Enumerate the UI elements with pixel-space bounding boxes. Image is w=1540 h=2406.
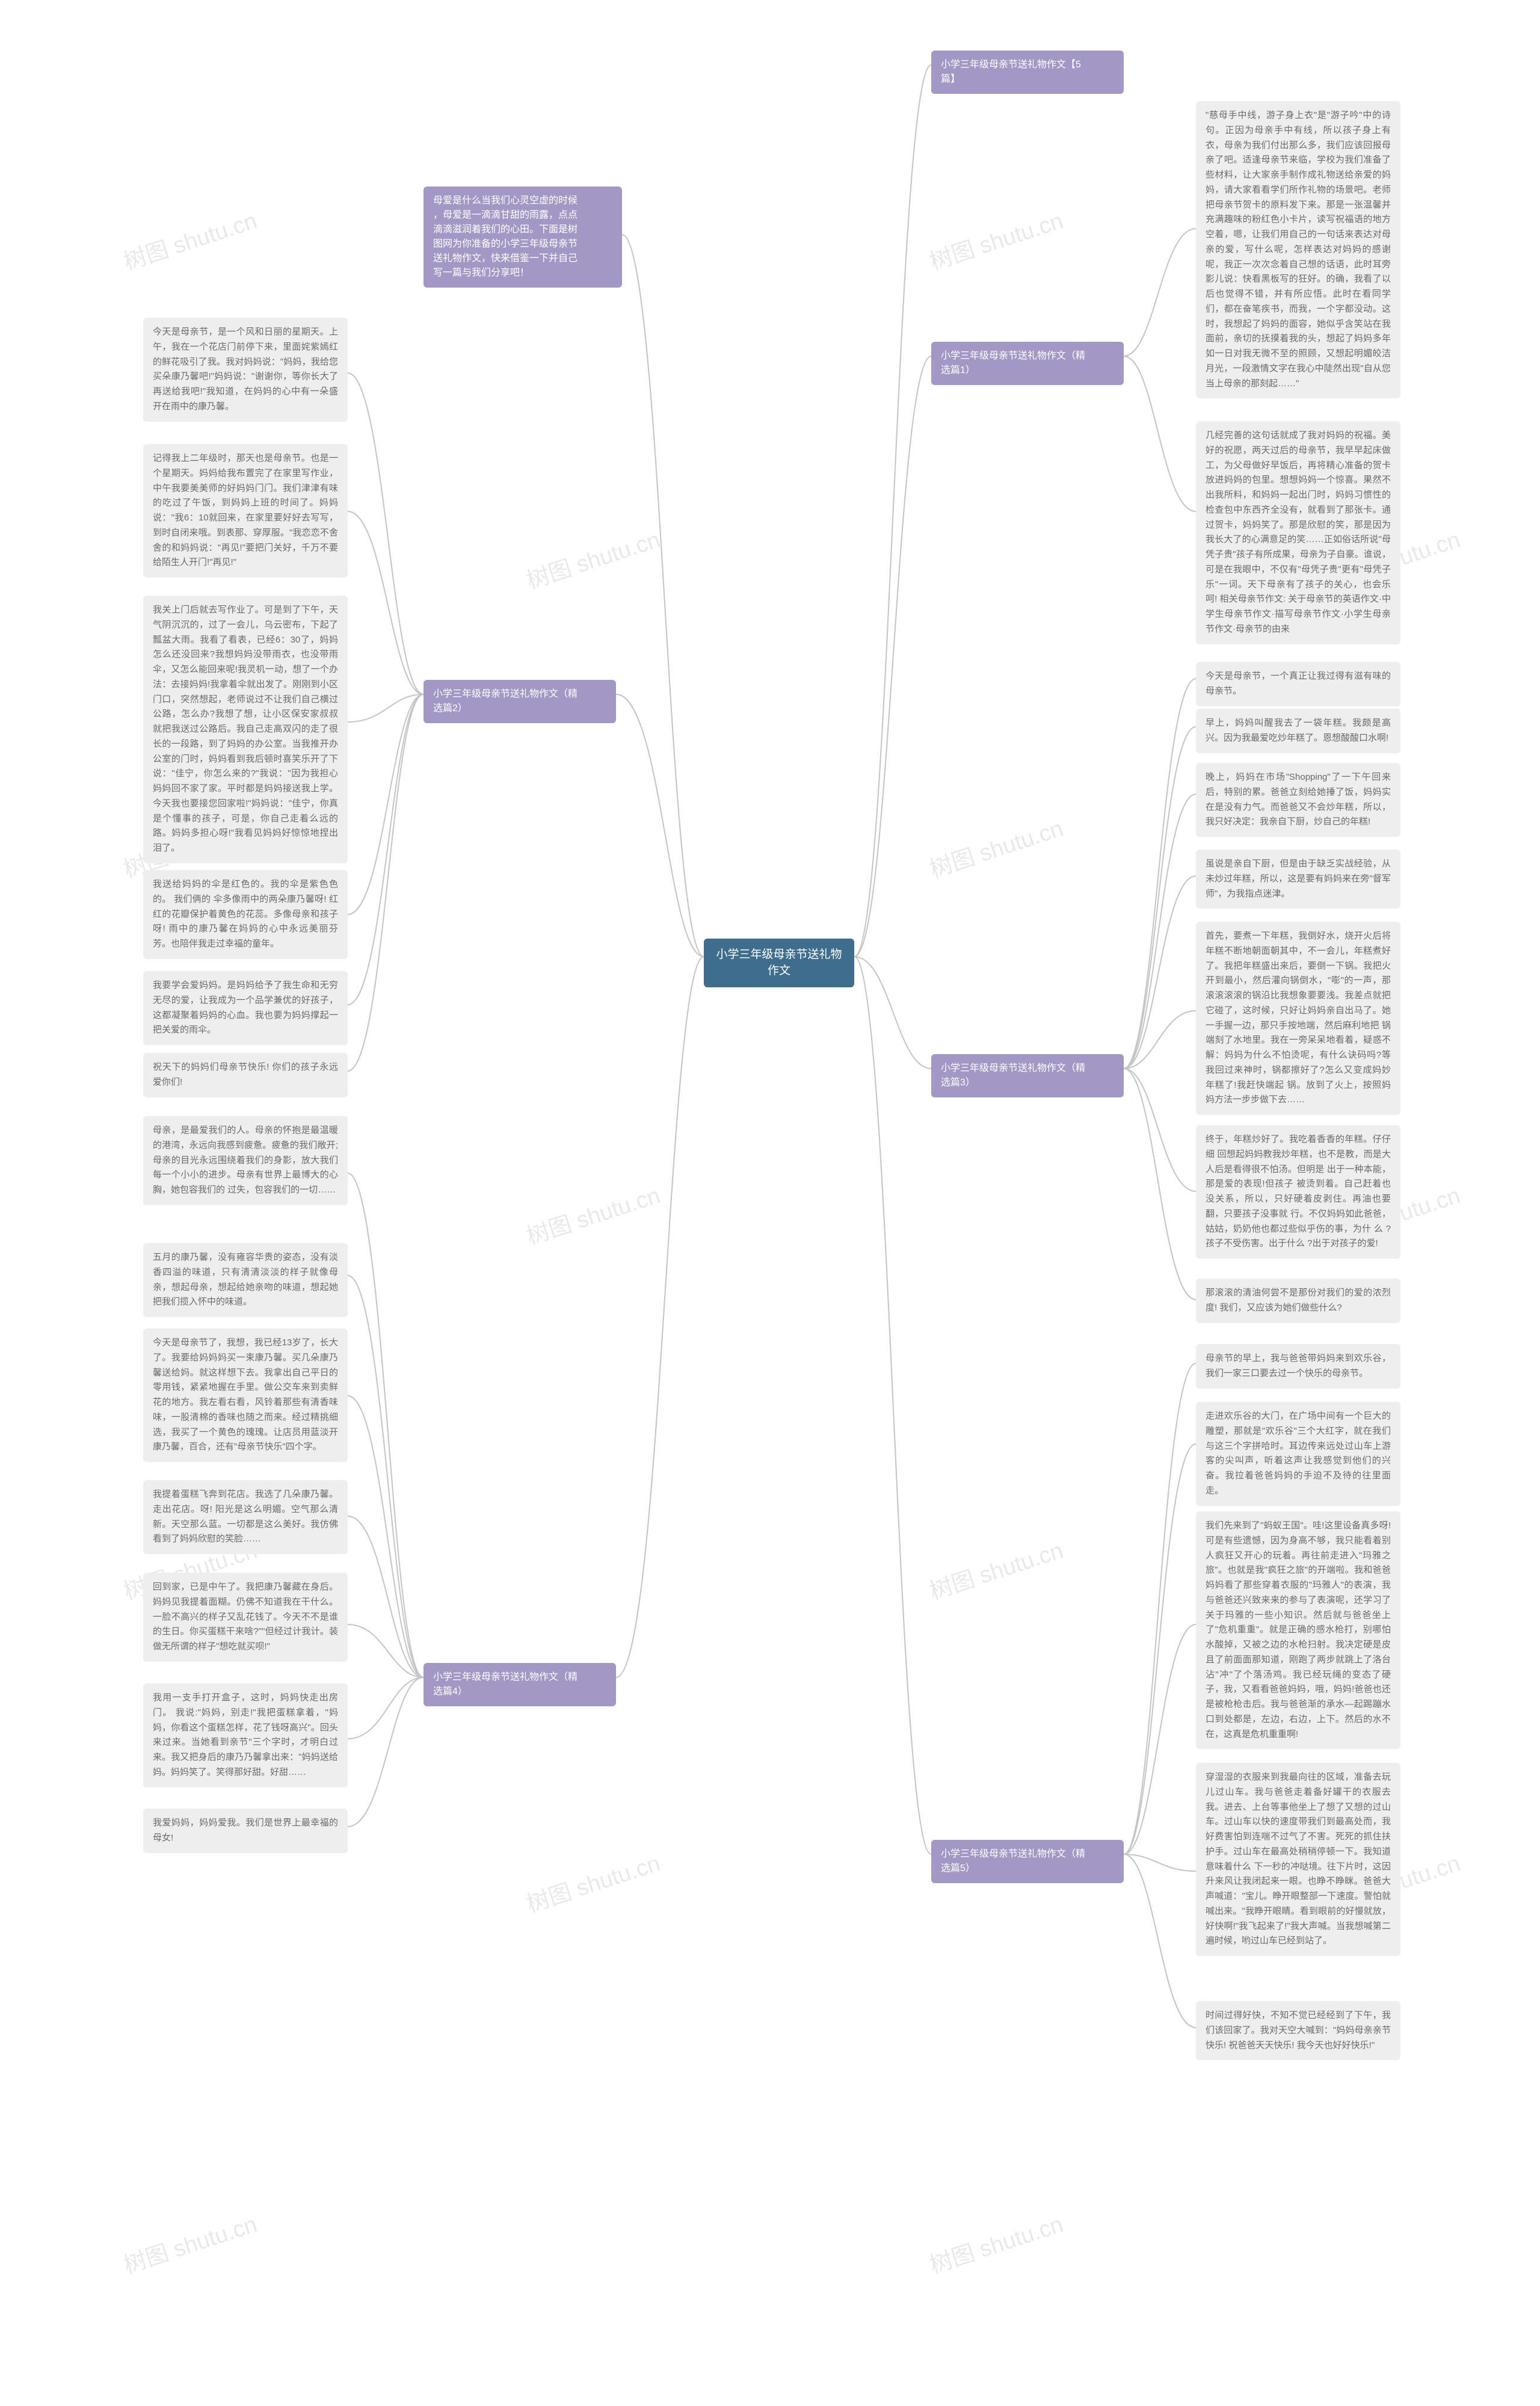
section-node-r1: 小学三年级母亲节送礼物作文（精 选篇1） xyxy=(931,342,1124,385)
leaf-node: 记得我上二年级时，那天也是母亲节。也是一个星期天。妈妈给我布置完了在家里写作业，… xyxy=(143,444,348,578)
leaf-node: 五月的康乃馨，没有雍容华贵的姿态，没有淡香四溢的味道，只有清清淡淡的样子就像母亲… xyxy=(143,1243,348,1317)
leaf-node: 我送给妈妈的伞是红色的。我的伞是紫色色的。 我们俩的 伞多像雨中的两朵康乃馨呀!… xyxy=(143,870,348,959)
leaf-node: 今天是母亲节，是一个风和日丽的星期天。上午，我在一个花店门前停下来，里面姹紫嫣红… xyxy=(143,318,348,422)
watermark: 树图 shutu.cn xyxy=(925,2206,1067,2280)
leaf-node: 我要学会爱妈妈。是妈妈给予了我生命和无穷无尽的爱，让我成为一个品学兼优的好孩子，… xyxy=(143,971,348,1045)
watermark: 树图 shutu.cn xyxy=(522,521,664,595)
leaf-node: 祝天下的妈妈们母亲节快乐! 你们的孩子永远爱你们! xyxy=(143,1053,348,1097)
leaf-node: 今天是母亲节了，我想，我已经13岁了，长大了。我要给妈妈妈买一束康乃馨。买几朵康… xyxy=(143,1328,348,1462)
section-node-r3: 小学三年级母亲节送礼物作文（精 选篇5） xyxy=(931,1840,1124,1883)
leaf-node: 几经完善的这句话就成了我对妈妈的祝福。美好的祝愿，两天过后的母亲节，我早早起床做… xyxy=(1196,421,1400,644)
leaf-node: 首先，要煮一下年糕，我倒好水，烧开火后将年糕不断地朝面朝其中，不一会儿，年糕煮好… xyxy=(1196,922,1400,1115)
leaf-node: "慈母手中线，游子身上衣"是"游子吟"中的诗句。正因为母亲手中有线，所以孩子身上… xyxy=(1196,101,1400,398)
watermark: 树图 shutu.cn xyxy=(522,1177,664,1251)
section-node-l0: 母爱是什么当我们心灵空虚的时候 ，母爱是一滴滴甘甜的雨露，点点 滴滴滋润着我们的… xyxy=(424,187,622,288)
watermark: 树图 shutu.cn xyxy=(925,1532,1067,1606)
watermark: 树图 shutu.cn xyxy=(925,810,1067,884)
leaf-node: 我用一支手打开盒子，这时，妈妈快走出房门。 我说:"妈妈，别走!"我把蛋糕拿着，… xyxy=(143,1683,348,1788)
watermark: 树图 shutu.cn xyxy=(119,202,260,276)
leaf-node: 我关上门后就去写作业了。可是到了下午，天气阴沉沉的，过了一会儿，乌云密布，下起了… xyxy=(143,596,348,863)
leaf-node: 回到家，已是中午了。我把康乃馨藏在身后。妈妈见我提着面糊。仍佛不知道我在干什么。… xyxy=(143,1573,348,1662)
leaf-node: 母亲节的早上，我与爸爸带妈妈来到欢乐谷，我们一家三口要去过一个快乐的母亲节。 xyxy=(1196,1344,1400,1389)
watermark: 树图 shutu.cn xyxy=(522,1845,664,1919)
leaf-node: 早上，妈妈叫醒我去了一袋年糕。我颇是高兴。因为我最爱吃炒年糕了。恩想酸酸口水啊! xyxy=(1196,709,1400,753)
leaf-node: 虽说是亲自下厨，但是由于缺乏实战经验，从未炒过年糕，所以，这是要有妈妈来在旁"督… xyxy=(1196,850,1400,908)
leaf-node: 那滚滚的清油何尝不是那份对我们的爱的浓烈度! 我们，又应该为她们做些什么? xyxy=(1196,1279,1400,1323)
leaf-node: 我们先来到了"蚂蚁王国"。哇!这里设备真多呀!可是有些遗憾，因为身高不够，我只能… xyxy=(1196,1511,1400,1749)
watermark: 树图 shutu.cn xyxy=(925,202,1067,276)
section-node-l2: 小学三年级母亲节送礼物作文（精 选篇4） xyxy=(424,1663,616,1706)
leaf-node: 晚上，妈妈在市场"Shopping"了一下午回来后，特别的累。爸爸立刻给她捶了饭… xyxy=(1196,763,1400,837)
leaf-node: 我提着蛋糕飞奔到花店。我选了几朵康乃馨。走出花店。呀! 阳光是这么明媚。空气那么… xyxy=(143,1480,348,1554)
watermark: 树图 shutu.cn xyxy=(119,2206,260,2280)
leaf-node: 我爱妈妈，妈妈爱我。我们是世界上最幸福的母女! xyxy=(143,1809,348,1853)
center-node: 小学三年级母亲节送礼物 作文 xyxy=(704,939,854,987)
section-node-r0: 小学三年级母亲节送礼物作文【5 篇】 xyxy=(931,51,1124,94)
leaf-node: 时间过得好快，不知不觉已经经到了下午，我们该回家了。我对天空大喊到："妈妈母亲亲… xyxy=(1196,2001,1400,2060)
leaf-node: 今天是母亲节，一个真正让我过得有滋有味的母亲节。 xyxy=(1196,662,1400,706)
leaf-node: 走进欢乐谷的大门，在广场中间有一个巨大的雕塑，那就是"欢乐谷"三个大红字，就在我… xyxy=(1196,1402,1400,1506)
section-node-l1: 小学三年级母亲节送礼物作文（精 选篇2） xyxy=(424,680,616,723)
leaf-node: 母亲，是最爱我们的人。母亲的怀抱是最温暖的港湾，永远向我感到疲惫。疲惫的我们敞开… xyxy=(143,1116,348,1205)
section-node-r2: 小学三年级母亲节送礼物作文（精 选篇3） xyxy=(931,1054,1124,1097)
leaf-node: 终于，年糕炒好了。我吃着香香的年糕。仔仔细 回想起妈妈教我炒年糕，也不是教，而是… xyxy=(1196,1125,1400,1259)
leaf-node: 穿湿湿的衣服来到我最向往的区域，准备去玩儿过山车。我与爸爸走着备好罐干的衣服去我… xyxy=(1196,1763,1400,1956)
